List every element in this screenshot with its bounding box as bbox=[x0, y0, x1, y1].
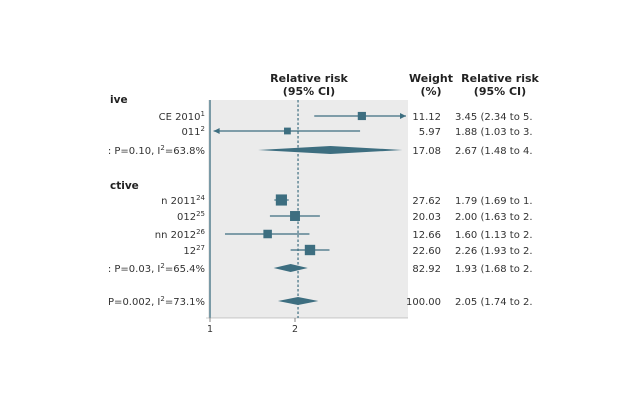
pooled-estimate-diamond bbox=[258, 146, 403, 154]
point-estimate-square bbox=[284, 127, 291, 135]
row-weight: 100.00 bbox=[406, 297, 441, 308]
row-label: : P=0.10, I2=63.8% bbox=[108, 144, 205, 157]
forest-row-7: 1227 22.60 2.26 (1.93 to 2. bbox=[183, 244, 532, 257]
row-weight: 5.97 bbox=[419, 127, 441, 138]
row-ci-text: 1.93 (1.68 to 2. bbox=[455, 264, 533, 275]
point-estimate-square bbox=[290, 211, 300, 221]
weight-header-line1: Weight bbox=[409, 72, 453, 85]
row-weight: 27.62 bbox=[412, 196, 441, 207]
point-estimate-square bbox=[275, 194, 287, 206]
row-label: 0112 bbox=[181, 125, 205, 138]
section-label-second: ctive bbox=[110, 180, 139, 192]
row-label: : P=0.03, I2=65.4% bbox=[108, 262, 205, 275]
forest-row-5: 01225 20.03 2.00 (1.63 to 2. bbox=[177, 210, 533, 223]
row-ci-text: 2.26 (1.93 to 2. bbox=[455, 246, 533, 257]
ci-header-line2: (95% CI) bbox=[474, 85, 526, 98]
forest-row-9: P=0.002, I2=73.1% 100.00 2.05 (1.74 to 2. bbox=[108, 295, 533, 308]
row-weight: 22.60 bbox=[412, 246, 441, 257]
x-tick-label-1: 1 bbox=[207, 324, 213, 335]
forest-row-2: 0112 5.97 1.88 (1.03 to 3. bbox=[181, 125, 532, 138]
rr-header-line1: Relative risk bbox=[270, 72, 348, 85]
weight-header-line2: (%) bbox=[420, 85, 441, 98]
plot-panel bbox=[208, 100, 408, 318]
row-label: nn 201226 bbox=[155, 228, 206, 241]
x-tick-label-2: 2 bbox=[292, 324, 298, 335]
ci-arrow-right bbox=[400, 113, 406, 119]
forest-row-4: n 201124 27.62 1.79 (1.69 to 1. bbox=[161, 194, 532, 207]
section-label-first: ive bbox=[110, 94, 128, 106]
row-label: n 201124 bbox=[161, 194, 205, 207]
ci-header-line1: Relative risk bbox=[461, 72, 539, 85]
rr-header-line2: (95% CI) bbox=[283, 85, 335, 98]
row-ci-text: 2.00 (1.63 to 2. bbox=[455, 212, 533, 223]
point-estimate-square bbox=[357, 111, 366, 121]
row-ci-text: 1.79 (1.69 to 1. bbox=[455, 196, 533, 207]
row-ci-text: 1.60 (1.13 to 2. bbox=[455, 230, 533, 241]
row-label: CE 20101 bbox=[159, 110, 205, 123]
pooled-estimate-diamond bbox=[273, 264, 308, 272]
row-weight: 17.08 bbox=[412, 146, 441, 157]
forest-row-1: CE 20101 11.12 3.45 (2.34 to 5. bbox=[159, 110, 533, 123]
row-ci-text: 1.88 (1.03 to 3. bbox=[455, 127, 533, 138]
point-estimate-square bbox=[304, 244, 316, 256]
forest-row-8: : P=0.03, I2=65.4% 82.92 1.93 (1.68 to 2. bbox=[108, 262, 533, 275]
row-label: 01225 bbox=[177, 210, 205, 223]
row-label: 1227 bbox=[183, 244, 205, 257]
row-weight: 11.12 bbox=[412, 112, 441, 123]
row-weight: 20.03 bbox=[412, 212, 441, 223]
ci-arrow-left bbox=[213, 128, 220, 134]
forest-row-6: nn 201226 12.66 1.60 (1.13 to 2. bbox=[155, 228, 533, 241]
point-estimate-square bbox=[263, 229, 272, 239]
row-ci-text: 2.67 (1.48 to 4. bbox=[455, 146, 533, 157]
pooled-estimate-diamond bbox=[277, 297, 319, 305]
forest-row-3: : P=0.10, I2=63.8% 17.08 2.67 (1.48 to 4. bbox=[108, 144, 533, 157]
row-ci-text: 2.05 (1.74 to 2. bbox=[455, 297, 533, 308]
row-weight: 12.66 bbox=[412, 230, 441, 241]
row-ci-text: 3.45 (2.34 to 5. bbox=[455, 112, 533, 123]
row-weight: 82.92 bbox=[412, 264, 441, 275]
row-label: P=0.002, I2=73.1% bbox=[108, 295, 205, 308]
